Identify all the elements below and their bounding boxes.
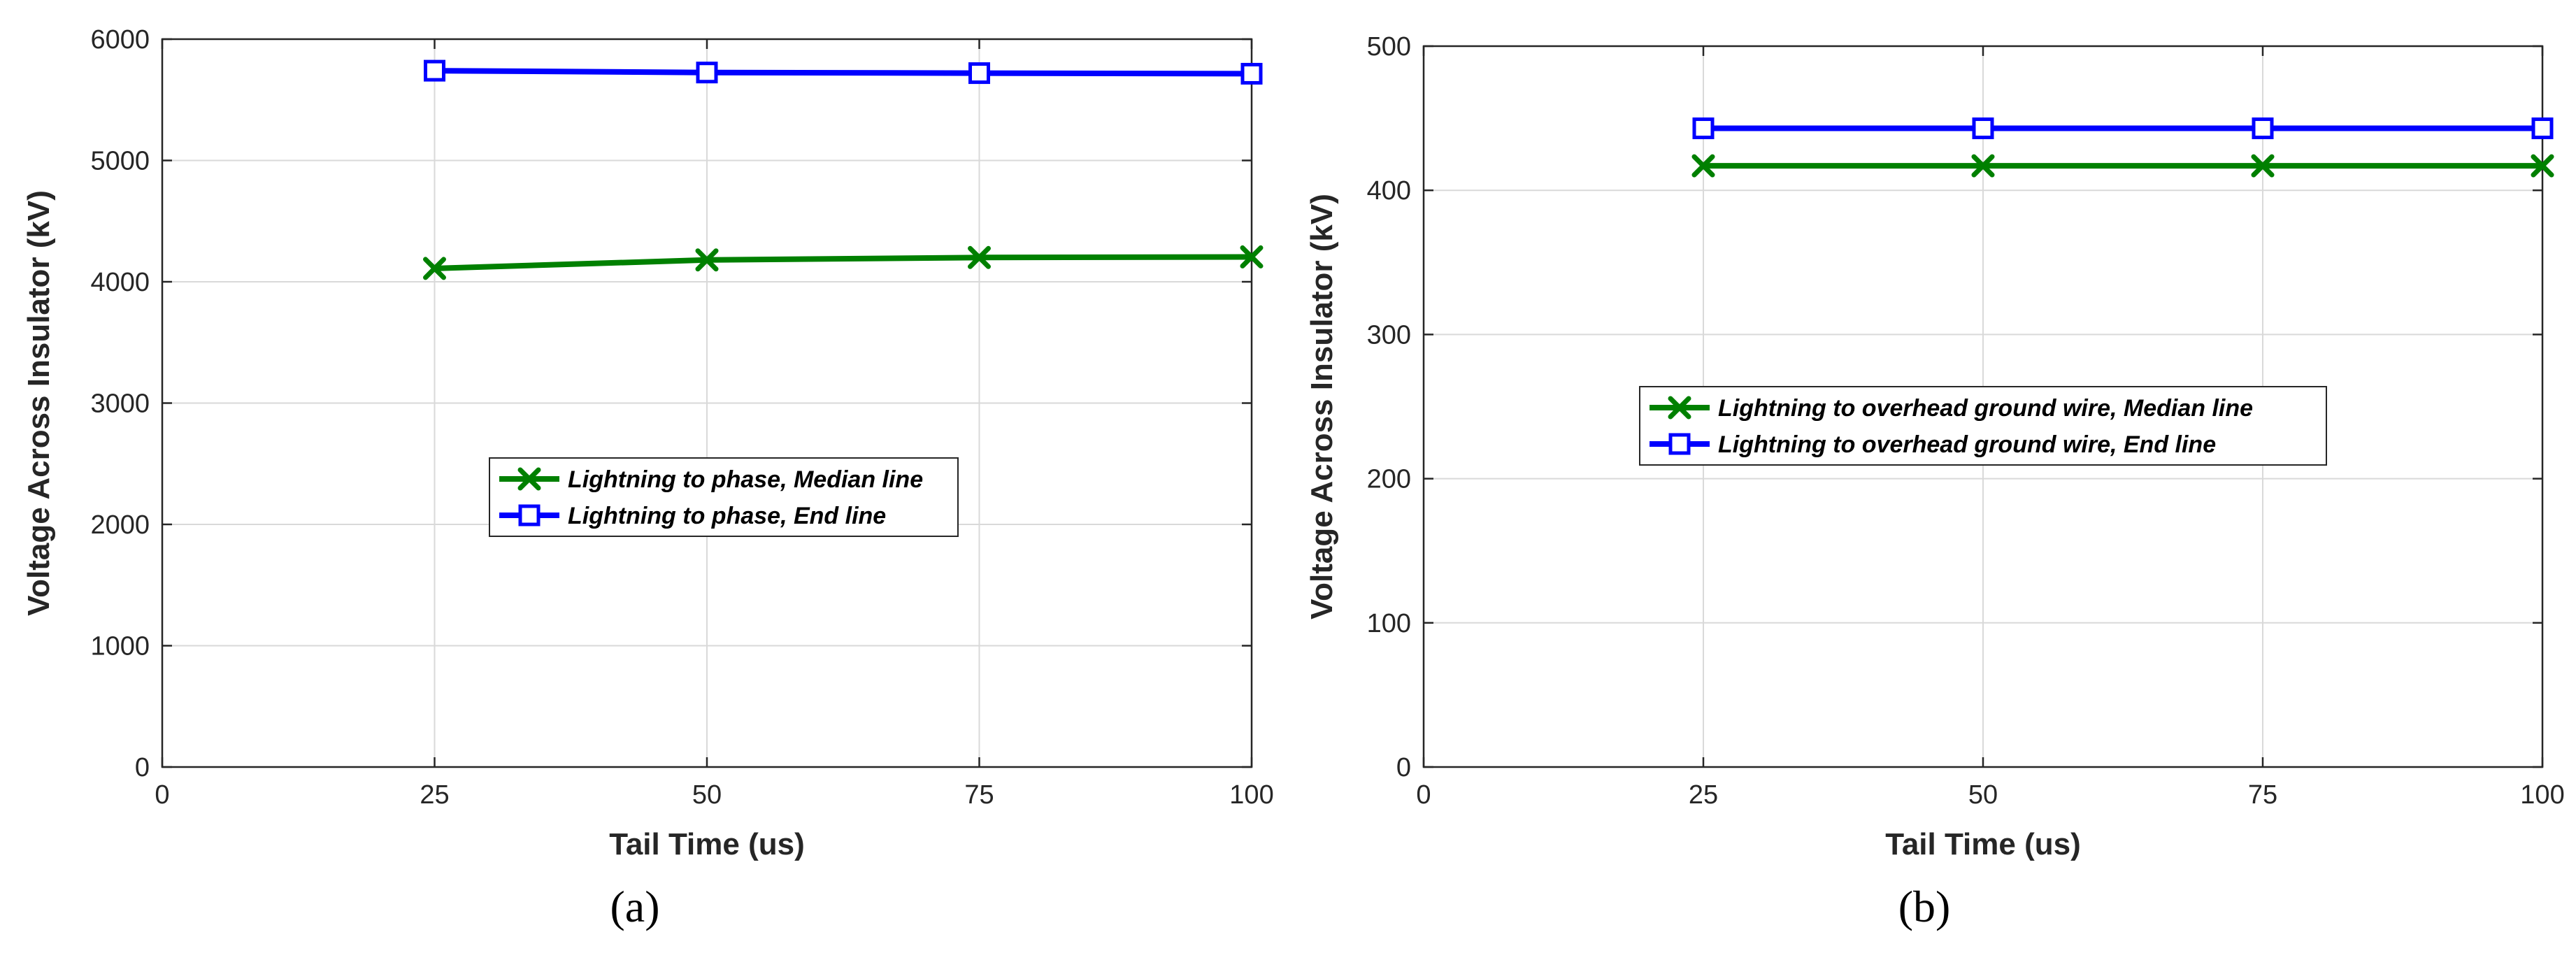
y-axis-label: Voltage Across Insulator (kV): [22, 190, 56, 616]
legend-box: [489, 457, 959, 537]
data-point-x-marker: [695, 248, 719, 272]
chart-b: 0 25 50 75 100 0 100 200 300 400 500 Tail Time (us)…: [1305, 32, 2565, 931]
data-point-x-marker: [1971, 154, 1995, 178]
data-point-x-marker: [1691, 154, 1715, 178]
y-tick-label: 3000: [90, 389, 150, 419]
panel-label: (a): [610, 882, 659, 931]
data-point-square-marker: [518, 504, 541, 526]
data-point-x-marker: [423, 257, 446, 280]
legend-label: Lightning to overhead ground wire, Media…: [1718, 395, 2253, 422]
data-point-x-marker: [1240, 245, 1264, 268]
x-tick-label: 75: [964, 780, 994, 810]
data-point-x-marker: [2251, 154, 2275, 178]
series-1: [424, 59, 1263, 85]
y-tick-label: 0: [1396, 753, 1411, 782]
x-tick-label: 50: [1968, 780, 1998, 810]
series-line: [434, 68, 1252, 77]
y-tick-label: 400: [1367, 176, 1411, 206]
x-tick-label: 50: [692, 780, 722, 810]
data-point-x-marker: [2531, 154, 2554, 178]
data-point-square-marker: [424, 59, 445, 82]
x-axis-label: Tail Time (us): [609, 827, 805, 861]
legend: Lightning to phase, Median line Lightning…: [489, 457, 959, 537]
legend-box: [1639, 386, 2327, 466]
y-tick-label: 5000: [90, 147, 150, 176]
data-point-square-marker: [2531, 117, 2554, 140]
data-point-square-marker: [1240, 62, 1263, 85]
legend-label: Lightning to phase, Median line: [568, 466, 923, 493]
x-tick-label: 25: [1689, 780, 1718, 810]
y-tick-label: 500: [1367, 32, 1411, 62]
data-point-square-marker: [1668, 433, 1691, 455]
x-axis-label: Tail Time (us): [1885, 827, 2081, 861]
y-tick-label: 300: [1367, 320, 1411, 350]
x-tick-label: 0: [1416, 780, 1431, 810]
data-point-x-marker: [1668, 396, 1691, 420]
chart-a: 0 25 50 75 1000100020003000400050006000Tail …: [22, 25, 1274, 931]
data-point-square-marker: [968, 62, 990, 85]
y-tick-label: 6000: [90, 25, 150, 55]
legend: Lightning to overhead ground wire, Media…: [1639, 386, 2327, 466]
x-tick-label: 75: [2248, 780, 2277, 810]
data-point-square-marker: [2252, 117, 2274, 140]
legend-label: Lightning to overhead ground wire, End l…: [1718, 431, 2216, 458]
data-point-x-marker: [968, 245, 991, 269]
series-0: [423, 245, 1264, 280]
data-point-square-marker: [1692, 117, 1715, 140]
series-line: [434, 254, 1252, 271]
y-tick-label: 0: [135, 753, 150, 782]
x-tick-label: 100: [2520, 780, 2564, 810]
y-tick-label: 100: [1367, 609, 1411, 638]
y-tick-label: 1000: [90, 632, 150, 661]
y-axis-label: Voltage Across Insulator (kV): [1305, 194, 1339, 619]
data-point-x-marker: [517, 467, 541, 491]
data-point-square-marker: [1972, 117, 1994, 140]
data-point-square-marker: [696, 62, 718, 84]
x-tick-label: 100: [1229, 780, 1273, 810]
series-1: [1692, 117, 2554, 140]
x-tick-label: 25: [420, 780, 449, 810]
y-tick-label: 4000: [90, 268, 150, 297]
y-tick-label: 200: [1367, 465, 1411, 494]
panel-label: (b): [1898, 882, 1951, 931]
y-tick-label: 2000: [90, 510, 150, 540]
x-tick-label: 0: [155, 780, 169, 810]
legend-label: Lightning to phase, End line: [568, 503, 886, 529]
series-0: [1691, 154, 2554, 178]
